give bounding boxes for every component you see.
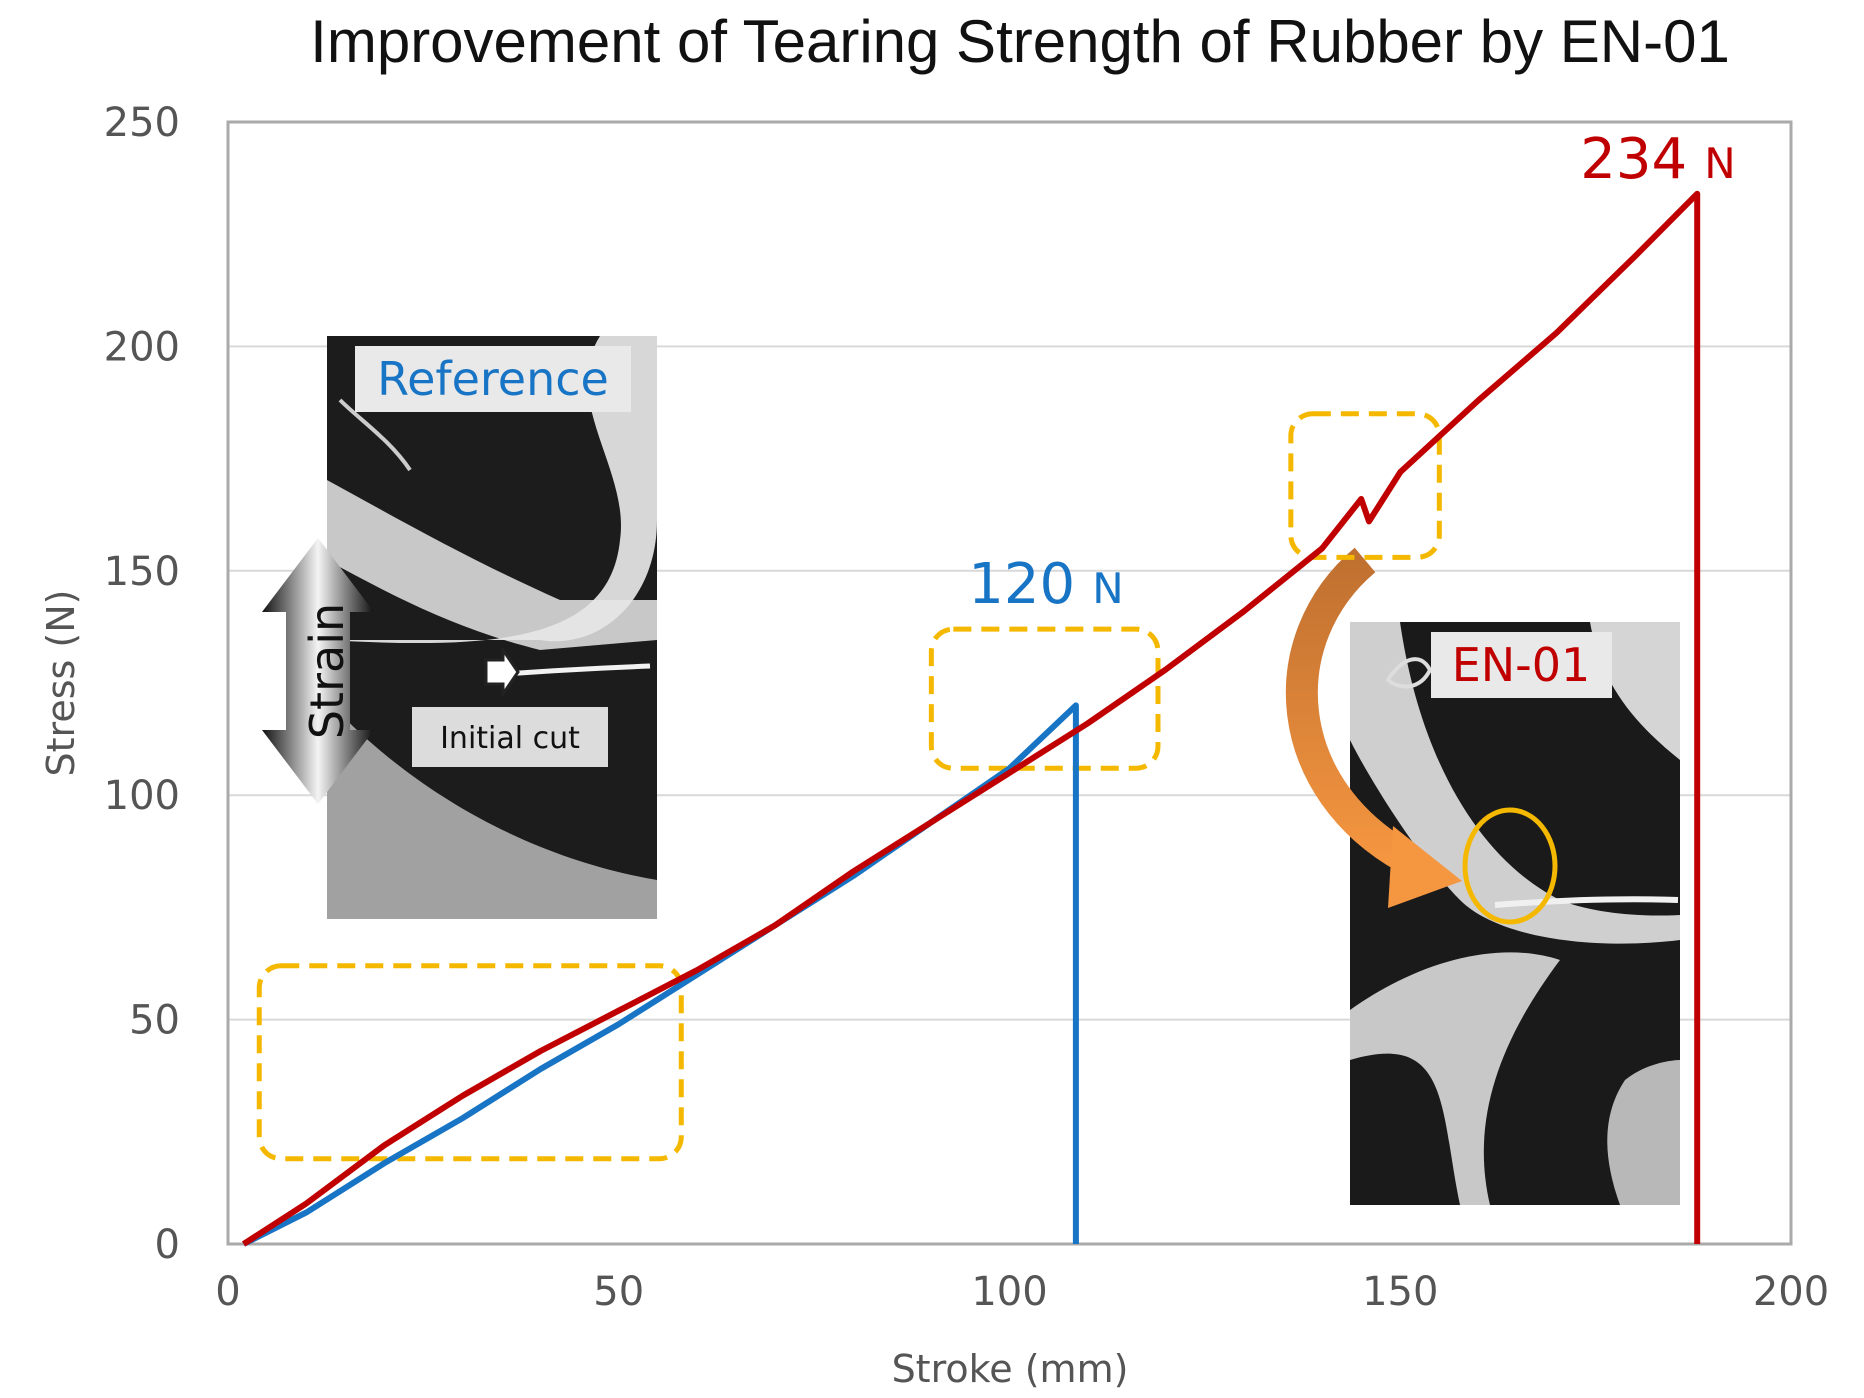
en01-peak-unit: N	[1704, 139, 1735, 188]
y-tick-label: 0	[155, 1222, 180, 1268]
x-axis-label: Stroke (mm)	[892, 1347, 1129, 1391]
highlight-boxes	[256, 411, 1442, 1162]
x-tick-label: 50	[593, 1269, 644, 1315]
arrow-right-icon	[484, 645, 520, 699]
en01-photo: EN-01	[1350, 622, 1680, 1205]
highlight-box	[256, 963, 684, 1162]
x-tick-label: 100	[971, 1269, 1047, 1315]
en01-label: EN-01	[1452, 638, 1591, 692]
y-tick-label: 150	[104, 549, 180, 595]
series-line-reference	[242, 702, 1079, 1247]
y-tick-label: 100	[104, 773, 180, 819]
initial-cut-label: Initial cut	[440, 721, 580, 756]
reference-peak-unit: N	[1092, 564, 1123, 613]
chart-title: Improvement of Tearing Strength of Rubbe…	[310, 8, 1730, 75]
curved-arrow-icon	[1285, 547, 1462, 908]
highlight-box	[1288, 411, 1442, 560]
en01-peak-value: 234	[1580, 127, 1687, 192]
en01-peak-label: 234 N	[1580, 127, 1735, 192]
strain-arrow-icon: Strain	[262, 538, 374, 804]
series-line-en-01	[241, 190, 1701, 1247]
plot-frame	[226, 120, 1793, 1246]
reference-peak-value: 120	[968, 552, 1075, 617]
y-tick-label: 250	[104, 100, 180, 146]
reference-peak-label: 120 N	[968, 552, 1123, 617]
data-series	[241, 190, 1701, 1247]
reference-photo: Reference Initial cut	[327, 336, 657, 919]
x-tick-label: 0	[215, 1269, 240, 1315]
reference-label: Reference	[377, 352, 609, 406]
tick-labels: 0 50 100 150 200 250 0 50 100 150 200	[104, 100, 1830, 1315]
tear-highlight-circle	[1462, 807, 1558, 925]
y-tick-label: 50	[129, 998, 180, 1044]
x-tick-label: 200	[1753, 1269, 1829, 1315]
x-tick-label: 150	[1362, 1269, 1438, 1315]
y-axis-label: Stress (N)	[39, 590, 83, 777]
highlight-box	[928, 626, 1161, 771]
strain-label: Strain	[300, 603, 354, 739]
y-tick-label: 200	[104, 324, 180, 370]
